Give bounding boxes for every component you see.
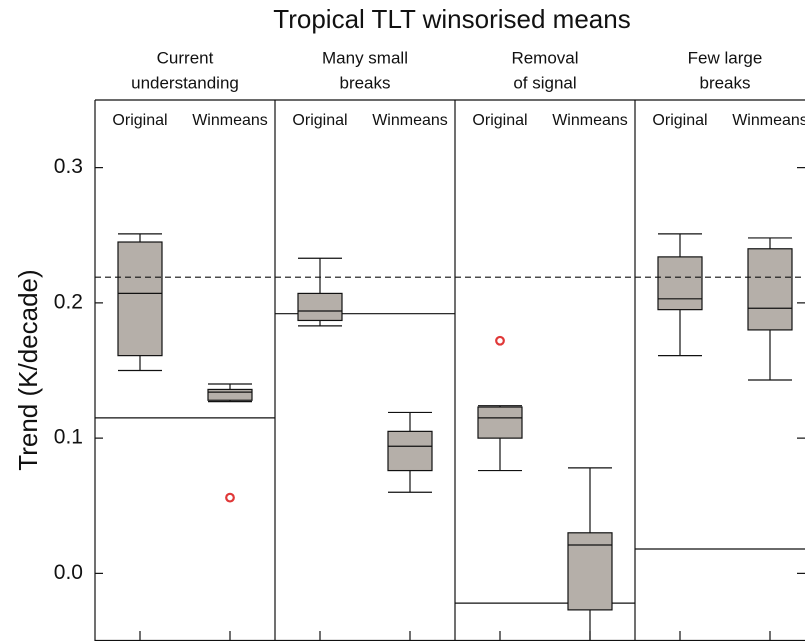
outlier: [225, 492, 235, 503]
y-tick-label: 0.1: [54, 426, 83, 449]
chart-title: Tropical TLT winsorised means: [273, 4, 630, 34]
box-label: Original: [652, 112, 707, 129]
box-label: Original: [112, 112, 167, 129]
box-label: Winmeans: [372, 112, 448, 129]
y-tick-label: 0.3: [54, 155, 83, 178]
box-label: Original: [472, 112, 527, 129]
panel-title: breaks: [699, 73, 750, 92]
y-tick-label: 0.2: [54, 290, 83, 313]
box: [387, 430, 433, 472]
box: [567, 532, 613, 611]
box-label: Original: [292, 112, 347, 129]
box: [117, 241, 163, 357]
box: [297, 292, 343, 322]
panel-title: understanding: [131, 73, 239, 92]
panel-title: breaks: [339, 73, 390, 92]
panel-title: of signal: [513, 73, 576, 92]
box: [207, 388, 253, 401]
y-axis-label: Trend (K/decade): [13, 269, 43, 470]
box-label: Winmeans: [732, 112, 805, 129]
box-label: Winmeans: [552, 112, 628, 129]
outlier: [495, 335, 505, 346]
panel-title: Few large: [688, 48, 763, 67]
panel-title: Many small: [322, 48, 408, 67]
panel-title: Removal: [511, 48, 578, 67]
box: [657, 256, 703, 311]
y-tick-label: 0.0: [54, 561, 83, 584]
panel-title: Current: [157, 48, 214, 67]
box: [747, 248, 793, 331]
box: [477, 406, 523, 439]
box-label: Winmeans: [192, 112, 268, 129]
